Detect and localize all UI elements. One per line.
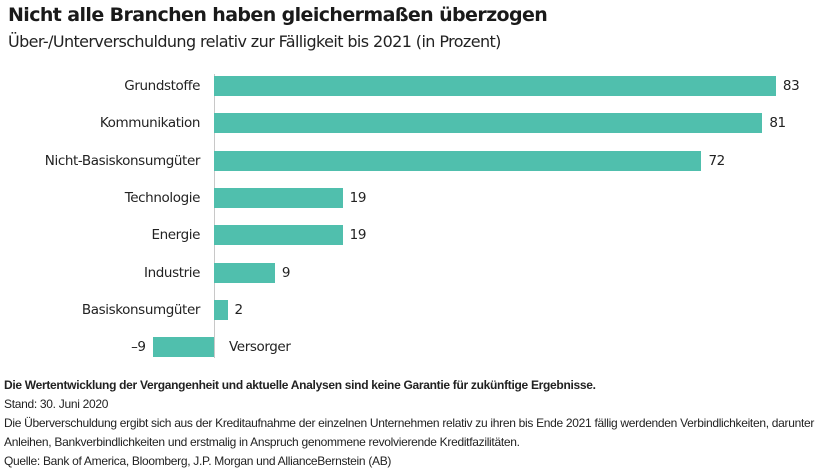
chart-row: Versorger –9 (0, 337, 840, 357)
bar (214, 188, 343, 208)
category-label: Versorger (229, 339, 291, 355)
bar (214, 76, 776, 96)
value-label: 2 (234, 302, 244, 318)
zero-axis-line (214, 74, 215, 358)
bar (214, 225, 343, 245)
source-text: Quelle: Bank of America, Bloomberg, J.P.… (4, 454, 392, 468)
bar (214, 151, 702, 171)
note-text-line-2: Anleihen, Bankverbindlichkeiten und erst… (4, 435, 520, 449)
category-label: Energie (151, 227, 200, 243)
value-label: 83 (782, 78, 800, 94)
category-label: Technologie (124, 190, 201, 206)
date-text: Stand: 30. Juni 2020 (4, 397, 109, 411)
bar (214, 113, 763, 133)
note-text-line-1: Die Überverschuldung ergibt sich aus der… (4, 416, 815, 430)
chart-row: Energie 19 (0, 225, 840, 245)
value-label: 9 (281, 265, 291, 281)
bar (214, 263, 275, 283)
bar-chart: Grundstoffe 83 Kommunikation 81 Nicht-Basisk… (0, 74, 840, 358)
category-label: Grundstoffe (124, 78, 200, 94)
value-label: 81 (769, 115, 786, 131)
chart-row: Technologie 19 (0, 188, 840, 208)
value-label: 19 (349, 190, 367, 206)
category-label: Industrie (144, 265, 200, 281)
value-label: 72 (708, 153, 725, 169)
chart-row: Grundstoffe 83 (0, 76, 840, 96)
bar (214, 300, 228, 320)
chart-subtitle: Über-/Unterverschuldung relativ zur Fäll… (8, 32, 501, 51)
bar (153, 337, 214, 357)
chart-row: Basiskonsumgüter 2 (0, 300, 840, 320)
category-label: Nicht-Basiskonsumgüter (44, 153, 201, 169)
category-label: Kommunikation (99, 115, 201, 131)
chart-row: Nicht-Basiskonsumgüter 72 (0, 151, 840, 171)
chart-title: Nicht alle Branchen haben gleichermaßen … (8, 4, 548, 26)
chart-row: Kommunikation 81 (0, 113, 840, 133)
category-label: Basiskonsumgüter (81, 302, 201, 318)
value-label: –9 (131, 339, 146, 355)
value-label: 19 (349, 227, 367, 243)
disclaimer-text: Die Wertentwicklung der Vergangenheit un… (4, 378, 596, 392)
chart-footer: Die Wertentwicklung der Vergangenheit un… (4, 376, 814, 471)
chart-row: Industrie 9 (0, 263, 840, 283)
